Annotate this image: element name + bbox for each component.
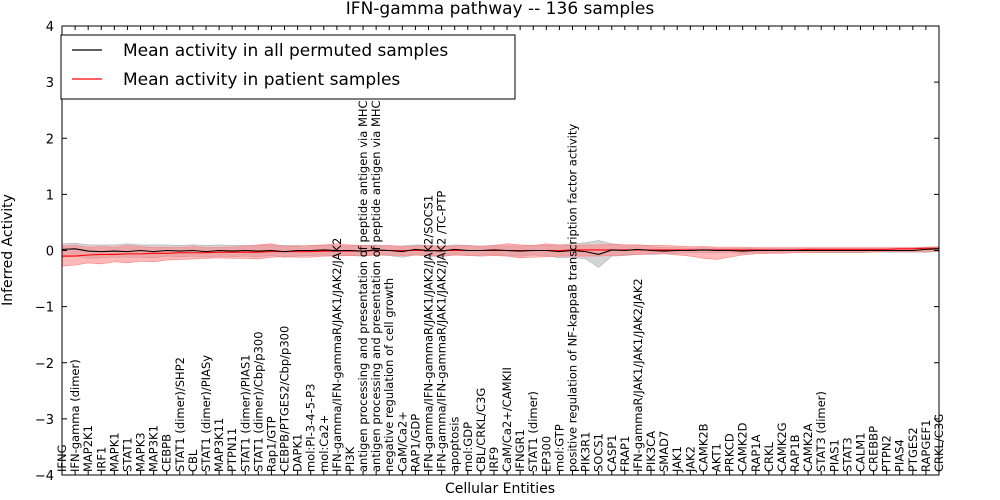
- entity-label: Rap1/GTP: [264, 416, 278, 472]
- series-lines: [61, 247, 940, 257]
- entity-label: mol:GDP: [461, 422, 475, 472]
- entity-label: IFNGR1: [513, 429, 527, 472]
- y-axis-title: Inferred Activity: [0, 194, 16, 306]
- entity-label: STAT1 (dimer): [526, 391, 540, 472]
- entity-label: CaM/Ca2+: [395, 411, 409, 472]
- entity-label: JAK1: [670, 446, 684, 473]
- entity-label: PRKCD: [723, 433, 737, 472]
- entity-label: PIK3CA: [644, 431, 658, 472]
- entity-label: IFN-gamma/IFN-gammaR/JAK1/JAK2/JAK2 /TC-…: [435, 191, 449, 472]
- entity-label: PTPN11: [225, 428, 239, 472]
- entity-label: CAMK2G: [775, 422, 789, 472]
- entity-label: RAP1A: [749, 434, 763, 472]
- entity-label: CREBBP: [867, 426, 881, 472]
- entity-label: mol:PI-3-4-5-P3: [304, 384, 318, 472]
- entity-label: CALM1: [853, 432, 867, 472]
- y-axis: −4 −3 −2 −1 0 1 2 3 4: [35, 20, 939, 484]
- entity-label: RAP1B: [788, 434, 802, 472]
- entity-label: CAMK2D: [736, 422, 750, 472]
- entity-label: EP300: [539, 436, 553, 472]
- y-tick-label: −4: [35, 469, 54, 484]
- entity-label: RAP1/GDP: [408, 414, 422, 472]
- y-tick-label: 2: [46, 132, 54, 147]
- y-tick-label: 0: [46, 245, 54, 260]
- entity-label: STAT1 (dimer)/SHP2: [173, 357, 187, 472]
- entity-label: STAT3 (dimer): [814, 391, 828, 472]
- legend-label-patient: Mean activity in patient samples: [123, 70, 400, 90]
- entity-label: CAMK2B: [696, 423, 710, 472]
- entity-label: CAMK2A: [801, 423, 815, 472]
- y-tick-label: 4: [46, 20, 54, 35]
- entity-label: IFN-gamma/IFN-gammaR/JAK1/JAK2/JAK2: [330, 238, 344, 472]
- entity-label: CRKL: [762, 441, 776, 472]
- entity-label: PIAS4: [893, 439, 907, 472]
- entity-label: CaM/Ca2+/CAMKII: [500, 367, 514, 472]
- entity-label: AKT1: [709, 443, 723, 472]
- entity-label: PTGES2: [906, 427, 920, 472]
- entity-label: SOCS1: [592, 433, 606, 472]
- entity-label: CBL: [186, 449, 200, 472]
- entity-label: CBL/CRKL/C3G: [474, 388, 488, 472]
- y-tick-label: 1: [46, 188, 54, 203]
- entity-label: PTPN2: [880, 435, 894, 472]
- entity-label: CEBPB: [160, 434, 174, 472]
- entity-label: CEBPB/PTGES2/Cbp/p300: [278, 326, 292, 472]
- entity-label: STAT1: [120, 437, 134, 472]
- entity-label: mol:GTP: [552, 424, 566, 472]
- entity-label: RAPGEF1: [919, 420, 933, 472]
- entity-label: STAT1 (dimer)/PIASy: [199, 355, 213, 472]
- entity-label: PIAS1: [827, 439, 841, 472]
- entity-label: antigen processing and presentation of p…: [356, 61, 370, 472]
- legend-label-permuted: Mean activity in all permuted samples: [123, 41, 448, 61]
- entity-label: JAK2: [683, 446, 697, 473]
- entity-label: MAP2K1: [81, 425, 95, 472]
- entity-label: apoptosis: [448, 417, 462, 472]
- entity-label: IRF1: [94, 447, 108, 472]
- entity-label: IFN-gamma/IFN-gammaR/JAK1/JAK2/JAK2/SOCS…: [422, 195, 436, 472]
- entity-label: PI3K: [343, 446, 357, 472]
- entity-label: IRF9: [487, 447, 501, 472]
- x-axis-title: Cellular Entities: [445, 481, 555, 497]
- entity-labels: IFNG IFN-gamma (dimer) MAP2K1 IRF1 MAPK1 STAT…: [55, 58, 946, 473]
- entity-label: MAP3K11: [212, 418, 226, 472]
- entity-label: MAPK3: [134, 432, 148, 472]
- entity-label: antigen processing and presentation of p…: [369, 58, 383, 472]
- entity-label: positive regulation of NF-kappaB transcr…: [565, 124, 579, 472]
- entity-label: negative regulation of cell growth: [382, 278, 396, 472]
- legend: Mean activity in all permuted samples Me…: [60, 34, 516, 100]
- entity-label: IFN-gamma (dimer): [68, 359, 82, 472]
- entity-label: STAT1 (dimer)/Cbp/p300: [251, 331, 265, 472]
- y-tick-label: −3: [35, 413, 54, 428]
- y-tick-label: 3: [46, 76, 54, 91]
- entity-label: DAPK1: [291, 434, 305, 472]
- entity-label: MAPK1: [107, 432, 121, 472]
- y-tick-label: −2: [35, 357, 54, 372]
- entity-label: STAT1 (dimer)/PIAS1: [238, 354, 252, 472]
- y-tick-label: −1: [35, 301, 54, 316]
- entity-label: PIK3R1: [579, 432, 593, 473]
- entity-label: MAP3K1: [147, 425, 161, 472]
- x-axis-ticks: [61, 26, 940, 475]
- entity-label: STAT3: [840, 437, 854, 472]
- entity-label: IFN-gammaR/JAK1/JAK1/JAK2/JAK2: [631, 278, 645, 472]
- chart-title: IFN-gamma pathway -- 136 samples: [346, 0, 655, 19]
- line-permuted: [61, 248, 940, 255]
- entity-label: FRAP1: [618, 436, 632, 472]
- entity-label: mol:Ca2+: [317, 415, 331, 472]
- entity-label: CASP1: [605, 435, 619, 472]
- legend-box: [60, 34, 516, 100]
- entity-label: SMAD7: [657, 431, 671, 472]
